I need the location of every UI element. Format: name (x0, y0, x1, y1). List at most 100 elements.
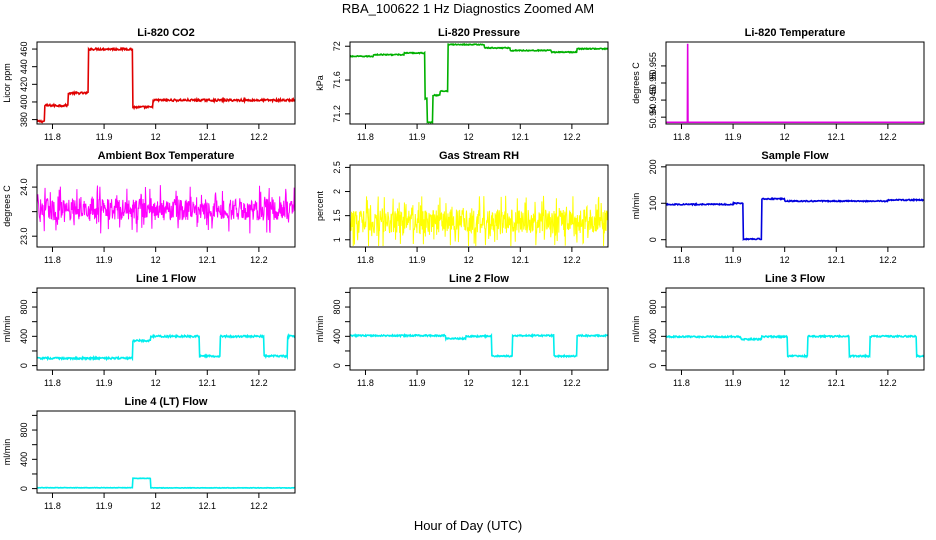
x-tick-label: 11.8 (673, 378, 690, 388)
plot-frame (665, 41, 925, 125)
y-tick-label: 800 (648, 300, 658, 315)
x-tick-label: 12.1 (199, 378, 217, 388)
plot-frame (349, 41, 609, 125)
x-tick-label: 11.8 (673, 255, 690, 265)
x-tick-label: 12.1 (199, 501, 217, 511)
x-tick-label: 12.1 (828, 378, 846, 388)
x-tick-label: 12 (464, 255, 474, 265)
plot-frame (665, 287, 925, 371)
plot-title: Ambient Box Temperature (98, 150, 235, 162)
x-tick-label: 11.9 (725, 255, 742, 265)
plot-panel: Gas Stream RH percent 11.8 11.9 12 12.1 12.2 1 1… (315, 150, 609, 265)
data-series-line (36, 477, 296, 490)
plot-title: Line 1 Flow (136, 273, 196, 285)
plot-panel: Ambient Box Temperature degrees C 11.8 11.9… (2, 150, 296, 265)
plot-title: Line 4 (LT) Flow (125, 396, 208, 408)
y-axis-label: kPa (315, 75, 325, 91)
y-tick-label: 24.0 (19, 178, 29, 196)
y-tick-label: 800 (332, 300, 342, 315)
y-axis-label: ml/min (631, 193, 641, 220)
data-series-line (349, 42, 609, 124)
y-axis-label: percent (315, 190, 325, 221)
y-tick-label: 400 (19, 452, 29, 467)
x-axis-title: Hour of Day (UTC) (413, 518, 523, 533)
y-tick-label: 0 (648, 237, 658, 242)
plot-panel: Line 4 (LT) Flow ml/min 11.8 11.9 12 12.1 12.2… (2, 396, 296, 511)
x-tick-label: 12.2 (879, 378, 897, 388)
plot-frame (349, 164, 609, 248)
x-tick-label: 11.9 (96, 132, 113, 142)
y-axis-label: ml/min (2, 316, 12, 343)
y-tick-label: 0 (19, 486, 29, 491)
x-tick-label: 11.9 (725, 132, 742, 142)
y-tick-label: 200 (648, 159, 658, 174)
plot-panel: Line 2 Flow ml/min 11.8 11.9 12 12.1 12.2 0 400 8… (315, 273, 609, 388)
plot-frame (36, 41, 296, 125)
y-tick-label: 72 (332, 41, 342, 51)
y-tick-label: 800 (19, 423, 29, 438)
x-tick-label: 12 (780, 378, 790, 388)
data-series-line (666, 43, 924, 124)
plot-panel: Line 3 Flow ml/min 11.8 11.9 12 12.1 12.2 0 400 8… (631, 273, 925, 388)
x-tick-label: 12.2 (563, 378, 581, 388)
x-tick-label: 11.8 (44, 378, 61, 388)
x-tick-label: 12 (151, 378, 161, 388)
y-tick-label: 50.955 (648, 52, 658, 80)
y-axis-label: ml/min (2, 439, 12, 466)
plot-title: Sample Flow (761, 150, 829, 162)
x-tick-label: 12.2 (879, 132, 897, 142)
x-tick-label: 12.2 (563, 132, 581, 142)
x-tick-label: 11.9 (96, 378, 113, 388)
x-tick-label: 12.1 (512, 132, 530, 142)
y-tick-label: 0 (332, 363, 342, 368)
x-tick-label: 12.1 (828, 255, 846, 265)
x-tick-label: 12.1 (512, 255, 530, 265)
x-tick-label: 12.1 (512, 378, 530, 388)
x-tick-label: 12 (151, 255, 161, 265)
x-tick-label: 11.8 (44, 255, 61, 265)
y-tick-label: 0 (648, 363, 658, 368)
x-tick-label: 12.2 (250, 255, 268, 265)
x-tick-label: 12.2 (879, 255, 897, 265)
data-series-line (665, 333, 925, 359)
y-tick-label: 50.95 (648, 72, 658, 95)
y-tick-label: 1.5 (332, 209, 342, 222)
y-tick-label: 400 (19, 94, 29, 109)
plot-title: Li-820 CO2 (137, 27, 194, 39)
x-tick-label: 11.8 (357, 132, 374, 142)
y-tick-label: 400 (19, 329, 29, 344)
x-tick-label: 12 (151, 132, 161, 142)
y-tick-label: 23.0 (19, 227, 29, 245)
plot-title: Line 3 Flow (765, 273, 825, 285)
x-tick-label: 12 (464, 132, 474, 142)
plot-frame (665, 164, 925, 248)
y-tick-label: 380 (19, 112, 29, 127)
plot-title: Line 2 Flow (449, 273, 509, 285)
data-series-line (665, 196, 925, 242)
y-tick-label: 400 (648, 329, 658, 344)
x-tick-label: 11.8 (44, 132, 61, 142)
y-tick-label: 71.2 (332, 105, 342, 123)
x-tick-label: 12.2 (250, 132, 268, 142)
data-series-line (349, 332, 609, 359)
y-tick-label: 2.5 (332, 161, 342, 174)
plot-panel: Li-820 Pressure kPa 11.8 11.9 12 12.1 12.2 71.2… (315, 27, 609, 142)
x-tick-label: 12.2 (563, 255, 581, 265)
plot-panel: Line 1 Flow ml/min 11.8 11.9 12 12.1 12.2 0 400 8… (2, 273, 296, 388)
plot-frame (349, 287, 609, 371)
y-tick-label: 400 (332, 329, 342, 344)
plot-title: Li-820 Pressure (438, 27, 520, 39)
x-tick-label: 11.8 (357, 255, 374, 265)
x-tick-label: 11.9 (409, 255, 426, 265)
y-axis-label: degrees C (631, 62, 641, 104)
plot-title: Li-820 Temperature (745, 27, 846, 39)
plot-panel: Sample Flow ml/min 11.8 11.9 12 12.1 12.2 0 100 2… (631, 150, 925, 265)
x-tick-label: 12 (151, 501, 161, 511)
x-tick-label: 12 (464, 378, 474, 388)
x-tick-label: 12.2 (250, 378, 268, 388)
plot-frame (36, 410, 296, 494)
y-tick-label: 460 (19, 42, 29, 57)
x-tick-label: 11.8 (357, 378, 374, 388)
x-tick-label: 11.8 (44, 501, 61, 511)
